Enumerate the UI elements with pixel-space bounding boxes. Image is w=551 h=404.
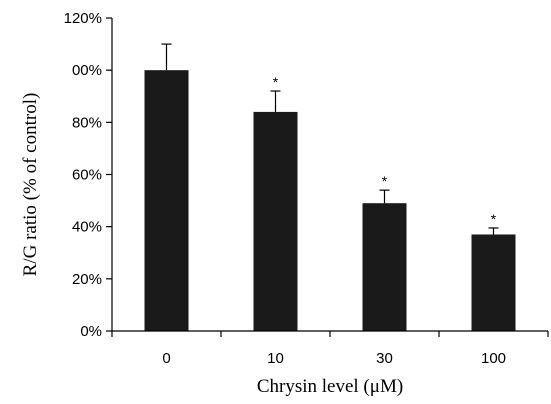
y-axis-ticks: 0% 20% 40% 60% 80% 00% 120% [64,10,112,340]
x-axis-title: Chrysin level (μM) [257,376,403,397]
y-axis-title: R/G ratio (% of control) [20,93,41,277]
bar-0 [144,70,189,332]
y-tick-label: 60% [72,167,102,184]
bars-group [144,70,516,332]
significance-star-100: * [491,211,497,227]
x-tick-label-10: 10 [267,350,284,367]
significance-star-10: * [273,74,279,90]
y-tick-label: 20% [72,271,102,288]
error-bars-group [161,43,499,235]
y-tick-label: 0% [80,323,102,340]
x-tick-label-30: 30 [376,350,393,367]
significance-markers: * * * [273,74,497,227]
bar-30 [362,203,407,331]
x-tick-label-100: 100 [481,350,506,367]
y-tick-label: 80% [72,114,102,131]
y-tick-label: 40% [72,219,102,236]
x-axis-ticks: 0 10 30 100 [111,331,549,367]
bar-100 [471,234,516,331]
y-tick-label: 00% [72,62,102,79]
bar-10 [253,111,298,332]
y-tick-label: 120% [64,10,102,27]
significance-star-30: * [382,173,388,189]
x-tick-label-0: 0 [162,350,170,367]
